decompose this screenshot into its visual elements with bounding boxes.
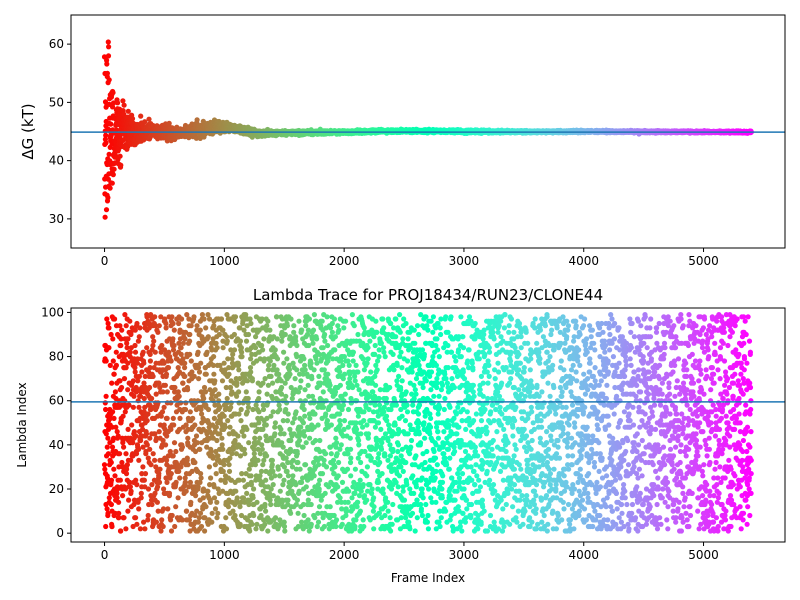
dg-point xyxy=(108,121,114,127)
dg-point xyxy=(120,98,126,104)
dg-point xyxy=(103,207,110,213)
dg-point xyxy=(111,166,117,172)
dg-point xyxy=(115,100,121,106)
dg-point xyxy=(107,185,113,191)
dg-point xyxy=(104,70,110,76)
dg-point xyxy=(109,180,115,186)
dg-points xyxy=(101,39,754,220)
dg-point xyxy=(104,61,110,67)
dg-point xyxy=(194,117,200,123)
dg-point xyxy=(103,140,109,146)
dg-point xyxy=(117,153,123,159)
dg-point xyxy=(121,102,127,108)
dg-point xyxy=(125,108,131,114)
dg-point xyxy=(106,77,112,83)
dg-point xyxy=(166,120,172,126)
dg-point xyxy=(105,195,111,201)
dg-point xyxy=(110,172,116,178)
dg-point xyxy=(105,53,112,59)
dg-point xyxy=(193,135,199,141)
dg-point xyxy=(142,119,148,125)
dg-point xyxy=(106,44,112,50)
dg-point xyxy=(105,39,111,45)
dg-point xyxy=(109,104,116,110)
dg-point xyxy=(106,151,112,157)
dg-point xyxy=(118,162,124,168)
dg-point xyxy=(138,113,144,119)
dg-point xyxy=(103,132,109,138)
dg-point xyxy=(102,214,108,220)
dg-point xyxy=(129,116,136,122)
dg-point xyxy=(110,90,116,96)
dg-point xyxy=(146,116,152,122)
dg-point xyxy=(110,100,117,106)
